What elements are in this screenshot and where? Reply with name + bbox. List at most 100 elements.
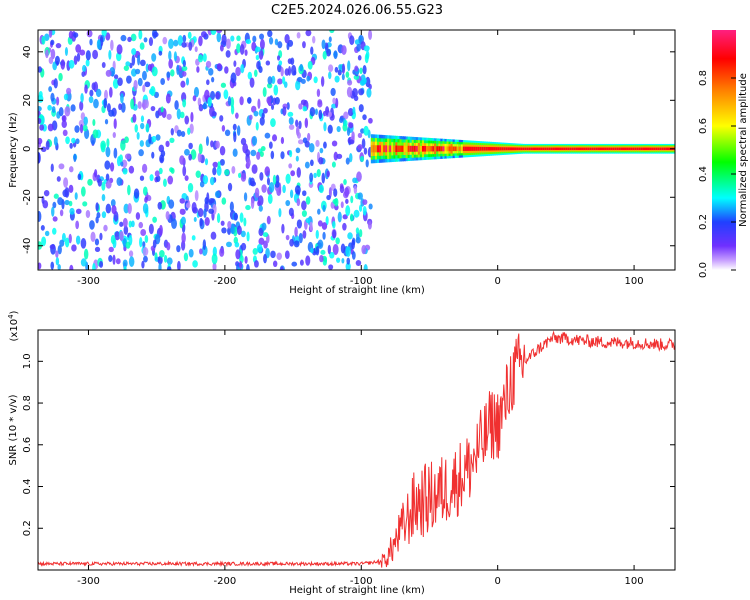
snr-panel: -300 -200 -100 0 100 0.2 0.4 0.6 0.8 1.0 Height …	[7, 310, 676, 596]
noise-cell	[197, 208, 204, 218]
noise-cell	[220, 220, 225, 226]
noise-cell	[211, 111, 217, 117]
y-tick-label: 20	[22, 94, 33, 107]
noise-cell	[192, 260, 198, 268]
signal-cell	[552, 147, 556, 150]
noise-cell	[347, 232, 353, 240]
signal-cell	[417, 145, 421, 152]
noise-cell	[211, 253, 218, 265]
noise-cell	[263, 240, 268, 249]
signal-cell	[454, 146, 458, 152]
noise-cell	[52, 216, 58, 222]
noise-cell	[319, 254, 324, 263]
noise-cell	[280, 136, 285, 145]
noise-cell	[332, 244, 339, 255]
noise-cell	[285, 234, 290, 241]
noise-cell	[75, 220, 80, 230]
noise-cell	[216, 32, 222, 43]
noise-cell	[215, 91, 220, 100]
signal-cell	[499, 147, 503, 151]
noise-cell	[333, 50, 338, 60]
noise-cell	[38, 118, 42, 124]
signal-cell	[608, 147, 611, 150]
noise-cell	[216, 165, 222, 176]
signal-cell	[557, 147, 560, 150]
noise-cell	[45, 140, 50, 151]
noise-cell	[329, 30, 335, 34]
noise-cell	[64, 199, 70, 206]
noise-cell	[204, 89, 210, 101]
noise-cell	[358, 104, 364, 113]
y-tick-label: 1.0	[22, 353, 33, 369]
noise-cell	[83, 248, 89, 260]
signal-cell	[518, 147, 521, 151]
signal-cell	[599, 147, 603, 150]
noise-cell	[133, 79, 138, 91]
noise-cell	[321, 222, 328, 230]
noise-cell	[363, 45, 370, 52]
noise-cell	[249, 77, 255, 88]
noise-cell	[356, 43, 361, 52]
noise-cell	[351, 251, 356, 260]
noise-cell	[233, 60, 237, 67]
noise-cell	[325, 106, 330, 116]
noise-cell	[120, 102, 126, 113]
noise-cell	[130, 33, 137, 42]
noise-cell	[80, 238, 87, 249]
noise-cell	[219, 158, 225, 166]
noise-cell	[243, 217, 247, 227]
noise-cell	[328, 64, 334, 72]
noise-cell	[165, 93, 171, 104]
noise-cell	[137, 101, 142, 110]
noise-cell	[326, 194, 331, 201]
noise-cell	[210, 231, 217, 240]
noise-cell	[348, 122, 354, 129]
noise-cell	[180, 80, 186, 88]
noise-cell	[141, 163, 148, 174]
noise-cell	[159, 224, 163, 236]
noise-cell	[300, 78, 306, 85]
noise-cell	[236, 35, 241, 42]
noise-cell	[209, 90, 216, 100]
noise-cell	[262, 87, 267, 98]
noise-cell	[299, 259, 304, 266]
colorbar-gradient	[712, 30, 736, 270]
noise-cell	[307, 60, 313, 70]
noise-cell	[38, 66, 43, 73]
noise-cell	[255, 54, 260, 61]
noise-cell	[282, 184, 286, 194]
noise-cell	[84, 84, 88, 94]
noise-cell	[198, 54, 204, 63]
noise-cell	[140, 228, 147, 236]
noise-cell	[258, 227, 264, 237]
noise-cell	[245, 149, 251, 157]
spectrogram-y-ticks: -40 -20 0 20 40	[22, 45, 675, 254]
noise-cell	[173, 51, 178, 62]
snr-frame	[37, 329, 676, 571]
noise-cell	[205, 60, 212, 68]
noise-cell	[288, 66, 292, 76]
noise-cell	[252, 247, 258, 255]
noise-cell	[317, 100, 323, 108]
noise-cell	[166, 242, 171, 251]
noise-cell	[239, 96, 244, 106]
noise-cell	[138, 221, 144, 229]
noise-cell	[346, 86, 353, 98]
signal-cell	[616, 147, 619, 150]
noise-cell	[135, 212, 141, 220]
noise-cell	[302, 190, 307, 197]
noise-cell	[134, 123, 138, 133]
noise-cell	[333, 151, 338, 161]
signal-cell	[475, 146, 478, 151]
noise-cell	[282, 106, 287, 116]
noise-cell	[260, 145, 266, 152]
noise-cell	[139, 237, 143, 248]
noise-cell	[193, 216, 197, 223]
noise-cell	[214, 190, 220, 198]
noise-cell	[319, 147, 324, 154]
noise-cell	[167, 266, 172, 270]
noise-cell	[321, 172, 326, 184]
noise-cell	[181, 71, 187, 77]
noise-cell	[92, 263, 96, 270]
signal-cell	[563, 147, 566, 150]
